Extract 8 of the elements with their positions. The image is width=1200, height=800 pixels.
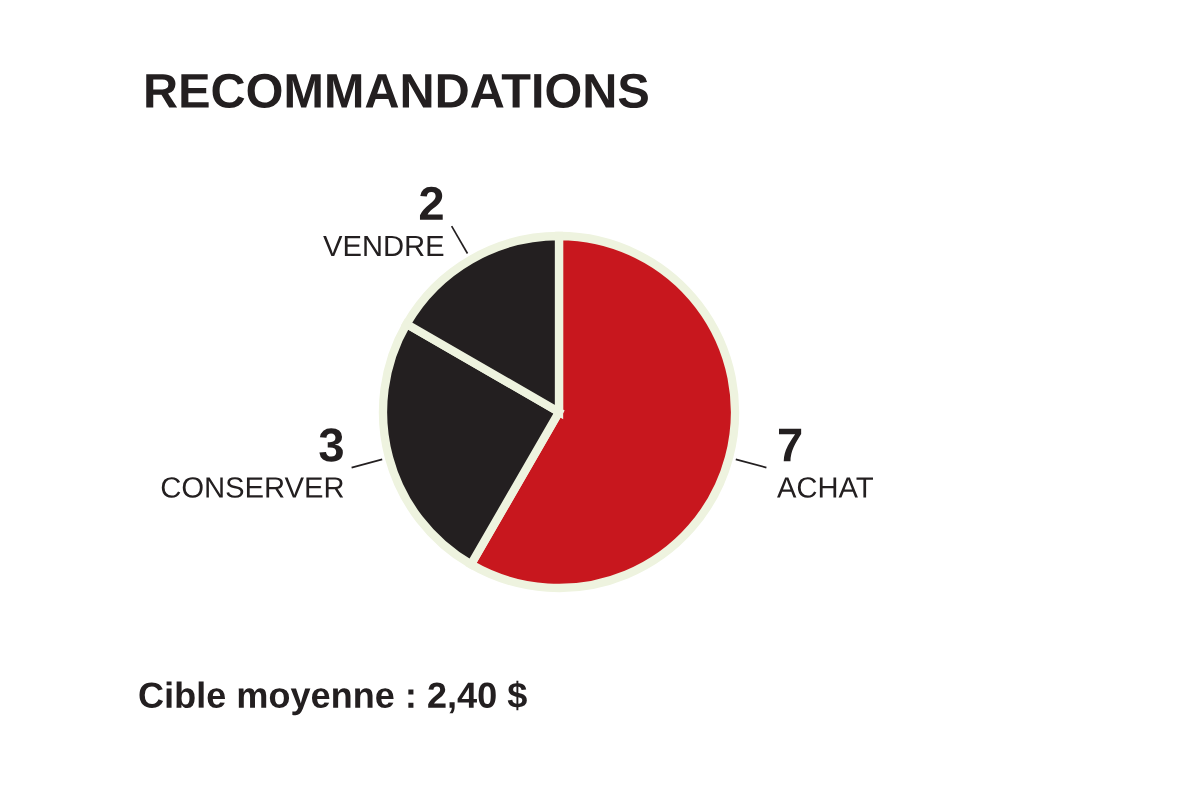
slice-label: ACHAT	[777, 477, 873, 498]
text: Cible moyenne : 2,40 $	[139, 680, 527, 716]
slice-label: CONSERVER	[161, 477, 344, 498]
data-label: 3	[319, 428, 343, 462]
slice-label: VENDRE	[323, 235, 444, 256]
data-label: 7	[778, 428, 802, 462]
chart-title: RECOMMANDATIONS	[146, 73, 648, 109]
data-label: 2	[419, 186, 443, 220]
